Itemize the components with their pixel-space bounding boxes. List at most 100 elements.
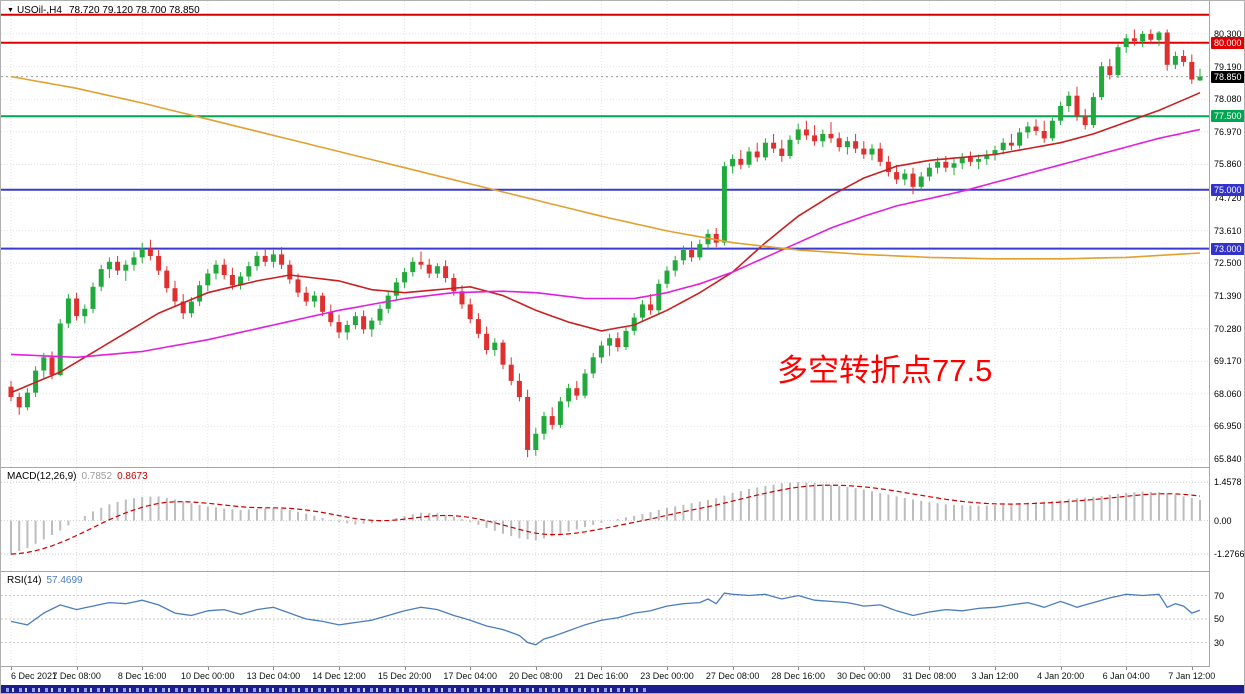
price-chart-svg (1, 1, 1209, 467)
candle-57 (475, 313, 481, 339)
horizontal-levels-layer[interactable] (1, 13, 1209, 250)
candle-95 (787, 135, 793, 159)
candle-145 (1197, 68, 1203, 81)
candle-134 (1107, 58, 1113, 80)
candle-93 (771, 133, 777, 153)
candle-9 (82, 304, 88, 324)
candle-119 (984, 150, 990, 165)
candle-100 (828, 122, 834, 143)
time-tick (76, 667, 78, 670)
candle-12 (106, 257, 112, 278)
price-axis-label: 72.500 (1214, 258, 1242, 269)
candle-42 (352, 311, 358, 330)
candle-74 (615, 332, 621, 352)
time-tick (1191, 667, 1193, 670)
price-chart-panel[interactable]: ▼ USOil-,H4 78.720 79.120 78.700 78.850 多空… (1, 1, 1209, 467)
grid-layer (1, 1, 1209, 467)
candle-52 (434, 263, 440, 278)
macd-svg (1, 468, 1209, 571)
time-tick (339, 667, 340, 670)
candle-7 (65, 294, 71, 328)
status-bar-text (6, 688, 646, 692)
time-label: 6 Jan 04:00 (1102, 671, 1150, 681)
time-label: 7 Jan 12:00 (1168, 671, 1216, 681)
candle-60 (500, 339, 506, 370)
candle-110 (910, 167, 916, 195)
time-label: 15 Dec 20:00 (377, 671, 432, 681)
candle-6 (57, 319, 63, 377)
collapse-icon[interactable]: ▼ (7, 7, 14, 14)
candle-132 (1090, 92, 1096, 128)
candle-127 (1049, 117, 1055, 142)
time-label: 28 Dec 16:00 (771, 671, 825, 681)
panel-separator[interactable] (1, 666, 1244, 667)
panel-separator[interactable] (1, 467, 1244, 468)
candle-130 (1074, 86, 1080, 121)
price-axis[interactable]: 80.300 79.190 78.080 76.970 75.860 74.720 73.6… (1209, 1, 1244, 667)
price-axis-label: 79.190 (1214, 61, 1242, 72)
candle-22 (188, 297, 194, 318)
candle-44 (369, 317, 375, 337)
candle-122 (1008, 133, 1014, 151)
candle-55 (459, 285, 465, 309)
candle-121 (1000, 138, 1006, 155)
macd-signal-value: 0.8673 (117, 471, 148, 482)
symbol-timeframe: USOil-,H4 (16, 5, 62, 16)
candle-43 (361, 310, 367, 334)
status-bar (1, 685, 1244, 693)
candle-79 (656, 279, 662, 314)
price-axis-label: 78.080 (1214, 94, 1242, 105)
candle-47 (393, 278, 399, 300)
time-axis[interactable]: 6 Dec 2021 7 Dec 08:00 8 Dec 16:00 10 Dec 0… (1, 667, 1244, 685)
candle-138 (1140, 31, 1146, 48)
price-axis-label: 68.060 (1214, 388, 1242, 399)
candle-25 (213, 260, 219, 280)
macd-main-value: 0.7852 (81, 471, 113, 482)
candle-140 (1156, 31, 1162, 46)
candle-135 (1115, 44, 1121, 78)
candles-layer (8, 29, 1203, 458)
candle-144 (1189, 54, 1195, 84)
candle-88 (730, 154, 736, 174)
candle-35 (295, 273, 301, 298)
time-label: 7 Dec 08:00 (52, 671, 101, 681)
rsi-axis-label: 70 (1214, 590, 1225, 601)
macd-label: MACD(12,26,9) 0.7852 0.8673 (7, 471, 153, 482)
candle-131 (1082, 108, 1088, 130)
candle-33 (279, 247, 285, 270)
candle-133 (1099, 61, 1105, 101)
candle-32 (270, 250, 276, 268)
candle-129 (1066, 91, 1072, 112)
price-axis-label: 69.170 (1214, 356, 1242, 367)
candle-69 (574, 380, 580, 400)
price-axis-label: 65.840 (1214, 454, 1242, 465)
price-axis-label: 70.280 (1214, 323, 1242, 334)
rsi-line (10, 592, 1201, 646)
time-tick (995, 667, 996, 670)
candle-1 (16, 392, 22, 415)
candle-30 (254, 251, 260, 271)
rsi-panel[interactable]: RSI(14) 57.4699 (1, 572, 1209, 666)
time-label: 17 Dec 04:00 (443, 671, 497, 681)
time-label: 21 Dec 16:00 (574, 671, 629, 681)
candle-115 (951, 158, 957, 176)
candle-123 (1017, 128, 1023, 149)
candle-107 (885, 155, 891, 177)
panel-separator[interactable] (1, 571, 1244, 572)
chart-annotation-text: 多空转折点77.5 (777, 353, 993, 388)
time-label: 31 Dec 08:00 (902, 671, 957, 681)
candle-65 (541, 411, 547, 440)
candle-14 (123, 260, 129, 281)
candle-11 (98, 264, 104, 292)
candle-40 (336, 314, 342, 339)
time-tick (1060, 667, 1062, 670)
macd-panel[interactable]: MACD(12,26,9) 0.7852 0.8673 (1, 468, 1209, 571)
candle-125 (1033, 119, 1039, 136)
candle-48 (402, 267, 408, 289)
candle-61 (508, 357, 514, 386)
candle-15 (131, 251, 137, 271)
time-tick (929, 667, 931, 670)
candle-101 (836, 132, 842, 152)
time-tick (535, 667, 537, 670)
time-label: 6 Dec 2021 (10, 671, 58, 681)
